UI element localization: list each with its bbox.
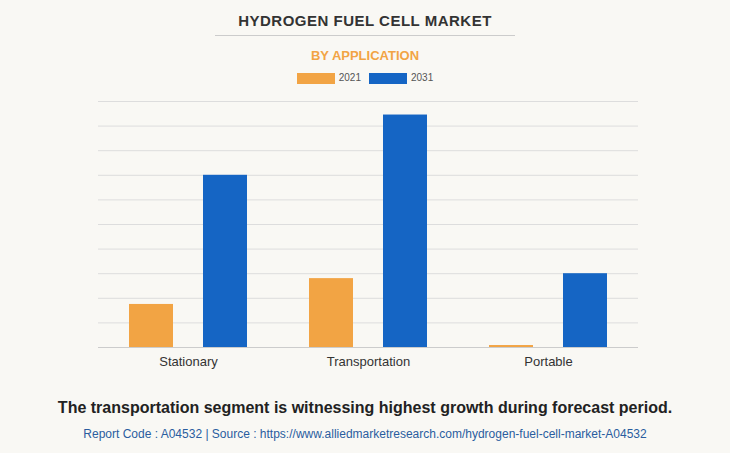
svg-text:Transportation: Transportation (327, 354, 410, 369)
html-text:The transportation segment is: The transportation segment is witnessing… (57, 399, 673, 416)
svg-text:Stationary: Stationary (159, 354, 218, 369)
html-text:BY APPLICATION: BY APPLICATION (310, 48, 419, 63)
html-text:2021: 2021 (338, 72, 361, 83)
html-text:HYDROGEN FUEL CELL MARKET: HYDROGEN FUEL CELL MARKET (238, 12, 492, 29)
html-text:Report Code : A04532 | Source: Report Code : A04532 | Source : https://… (83, 427, 647, 441)
html-text:2031: 2031 (411, 72, 434, 83)
svg-text:Portable: Portable (524, 354, 572, 369)
